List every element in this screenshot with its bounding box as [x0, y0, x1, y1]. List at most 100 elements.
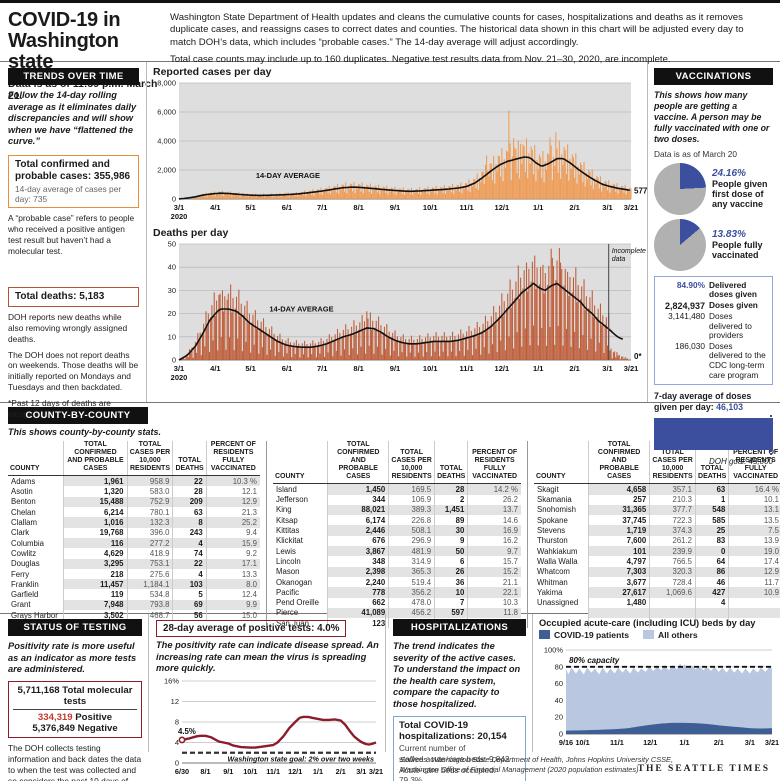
svg-text:6,000: 6,000 — [157, 108, 176, 117]
county-value: 275.6 — [126, 568, 173, 580]
county-value: 12.9 — [728, 566, 780, 577]
svg-text:80% capacity: 80% capacity — [569, 656, 620, 665]
doses-7day-average: 7-day average of doses given per day: 46… — [654, 391, 773, 412]
county-value: 27,617 — [588, 587, 650, 598]
county-value: 766.5 — [649, 556, 696, 567]
county-value: 28 — [434, 483, 468, 495]
header-title-block: COVID-19 in Washington state Data is as … — [8, 9, 158, 103]
county-name: Whitman — [537, 577, 568, 587]
county-table: COUNTY TOTAL CONFIRMED AND PROBABLE CASES… — [534, 441, 780, 629]
bottom-section: STATUS OF TESTING Positivity rate is mor… — [0, 614, 780, 781]
legend-covid-label: COVID-19 patients — [554, 630, 629, 640]
county-name: Stevens — [537, 526, 566, 536]
reported-cases-chart: 0 2,000 4,000 6,000 8,000 3/1 2020 4/1 5/1 6/1 7/1… — [149, 79, 648, 225]
county-value: 9.4 — [205, 527, 260, 538]
deaths-note-2: The DOH does not report deaths on weeken… — [8, 349, 139, 393]
county-value: 10.9 — [728, 587, 780, 598]
county-row: Douglas 3,295 753.1 22 17.1 — [8, 558, 260, 569]
divider — [148, 614, 149, 752]
svg-text:6/1: 6/1 — [282, 364, 292, 373]
county-value: 15.9 — [205, 537, 260, 549]
county-value: 356.2 — [388, 587, 435, 598]
svg-text:10/1: 10/1 — [423, 203, 438, 212]
county-value: 226.8 — [388, 515, 435, 526]
county-value: 10.3 — [467, 597, 521, 608]
doses-bar-chart — [654, 415, 773, 456]
county-name: Klickitat — [276, 536, 303, 546]
divider — [0, 61, 780, 62]
county-value: 9.9 — [205, 599, 260, 611]
column-header: COUNTY — [8, 441, 64, 477]
county-name: Lincoln — [276, 556, 301, 566]
county-value: 22 — [172, 475, 207, 487]
svg-text:16%: 16% — [164, 676, 179, 685]
svg-text:2/1: 2/1 — [569, 364, 579, 373]
hospitalizations-box: Total COVID-19 hospitalizations: 20,154 … — [393, 715, 526, 781]
county-value: 26 — [434, 566, 468, 577]
sources-line2: Washington Office of Financial Managemen… — [400, 764, 639, 774]
county-value: 9.7 — [467, 546, 521, 557]
vaccinations-intro: This shows how many people are getting a… — [654, 90, 770, 144]
county-value: 22 — [172, 558, 207, 569]
doses-stat-value: 3,141,480 — [668, 311, 705, 322]
svg-text:2/1: 2/1 — [714, 738, 724, 747]
svg-text:10/1: 10/1 — [243, 767, 257, 776]
svg-text:4: 4 — [175, 738, 179, 747]
county-value: 261.2 — [649, 535, 696, 547]
county-value: 2 — [434, 494, 468, 505]
page-title-line1: COVID-19 in — [8, 9, 121, 31]
total-deaths-box: Total deaths: 5,183 — [8, 286, 139, 307]
county-value — [695, 618, 729, 629]
county-row: Jefferson 344 106.9 2 26.2 — [273, 494, 521, 505]
svg-text:577: 577 — [634, 187, 648, 196]
county-name: Skamania — [537, 495, 572, 505]
county-value: 3,867 — [327, 546, 389, 557]
county-value: 4,629 — [63, 548, 127, 559]
county-row: Garfield 119 534.8 5 12.4 — [8, 589, 260, 600]
county-value: 13.7 — [467, 504, 521, 516]
svg-text:data: data — [612, 256, 626, 263]
county-table: COUNTY TOTAL CONFIRMED AND PROBABLE CASES… — [8, 441, 260, 621]
county-value: 780.1 — [126, 507, 173, 518]
county-value: 427 — [695, 587, 729, 598]
county-value: 11.7 — [728, 576, 780, 588]
county-value: 50 — [434, 546, 468, 557]
column-header: TOTAL CONFIRMED AND PROBABLE CASES — [588, 441, 650, 485]
testing-sidebar: STATUS OF TESTING Positivity rate is mor… — [0, 614, 148, 781]
svg-text:1/1: 1/1 — [533, 364, 543, 373]
divider — [146, 62, 147, 402]
county-value: 1,719 — [588, 525, 650, 536]
county-row: Grays Harbor 3,502 468.7 56 15.0 — [8, 610, 260, 621]
county-value: 13.9 — [728, 535, 780, 547]
svg-text:8,000: 8,000 — [157, 79, 176, 88]
county-value: 296.9 — [388, 535, 435, 547]
county-value: 585 — [695, 515, 729, 526]
county-value: 86 — [695, 566, 729, 577]
trends-section: TRENDS OVER TIME Follow the 14-day rolli… — [0, 62, 780, 466]
svg-text:1/1: 1/1 — [679, 738, 689, 747]
positive-tests-value: 334,319 — [37, 711, 73, 723]
county-row: Yakima 27,617 1,069.6 427 10.9 — [534, 587, 780, 598]
first-dose-pie-labels: 24.16% People given first dose of any va… — [712, 168, 773, 209]
county-row: Skamania 257 210.3 1 10.1 — [534, 494, 780, 505]
svg-text:3/1: 3/1 — [602, 364, 612, 373]
county-value: 519.4 — [388, 576, 435, 588]
county-value: 357.1 — [649, 483, 696, 495]
header-paragraph-2: Total case counts may include up to 160 … — [170, 53, 671, 65]
svg-text:80: 80 — [555, 662, 563, 671]
county-value: 3,502 — [63, 610, 127, 621]
county-name: Franklin — [11, 579, 39, 589]
county-value: 534.8 — [126, 589, 173, 600]
doses-stat-value: 186,030 — [675, 340, 705, 351]
county-value: 320.3 — [649, 566, 696, 577]
county-row: Walla Walla 4,797 766.5 64 17.4 — [534, 556, 780, 567]
county-value: 16.4 % — [728, 483, 780, 495]
county-value: 56 — [172, 610, 207, 621]
county-row: Pierce 41,089 456.2 597 11.8 — [273, 607, 521, 619]
county-value: 958.9 — [126, 475, 173, 487]
trends-sidebar: TRENDS OVER TIME Follow the 14-day rolli… — [0, 62, 146, 419]
positivity-svg: 16% 12 8 4 0 Washington state goal: 2% over t… — [164, 676, 383, 776]
page-title-line2: Washington state — [8, 30, 119, 73]
svg-text:4,000: 4,000 — [157, 137, 176, 146]
county-name: Walla Walla — [537, 556, 578, 566]
